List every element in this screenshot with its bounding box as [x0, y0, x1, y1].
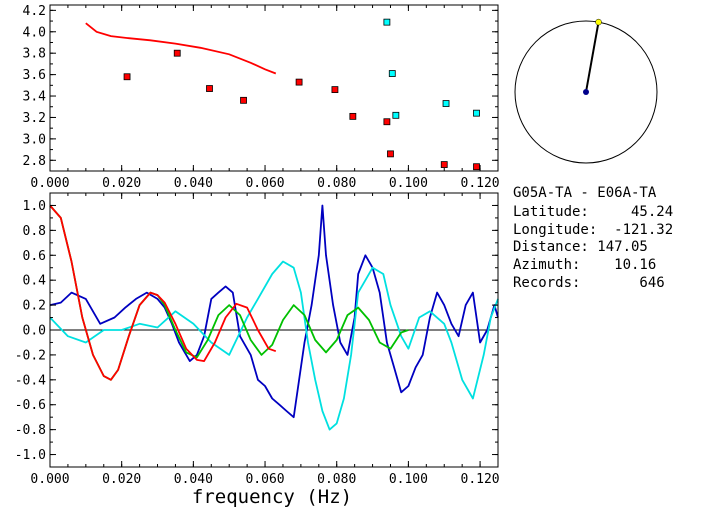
dispersion-curve	[85, 22, 277, 75]
data-point	[173, 49, 181, 57]
latitude-text: Latitude: 45.24	[513, 204, 674, 220]
y-tick-label: 0.2	[23, 299, 46, 314]
y-tick-label: 3.2	[23, 111, 46, 126]
y-tick-label: 4.2	[23, 4, 46, 19]
x-tick-label: 0.120	[461, 176, 500, 191]
series-line-1	[49, 260, 499, 431]
x-tick-label: 0.000	[30, 472, 69, 487]
azimuth-compass	[514, 18, 658, 164]
data-point	[349, 112, 357, 120]
x-tick-label: 0.100	[389, 176, 428, 191]
data-point	[206, 85, 213, 92]
series-line-0	[49, 204, 499, 419]
x-tick-label: 0.020	[102, 176, 141, 191]
x-tick-label: 0.020	[102, 472, 141, 487]
y-tick-label: -0.4	[15, 373, 46, 388]
data-point	[440, 161, 448, 168]
distance-text: Distance: 147.05	[513, 239, 648, 255]
y-tick-label: 3.6	[23, 68, 46, 83]
y-tick-label: 0.8	[23, 224, 46, 239]
compass-circle	[514, 20, 658, 164]
y-tick-label: -0.8	[15, 423, 46, 438]
data-point	[392, 111, 400, 119]
data-point	[473, 109, 480, 117]
x-tick-label: 0.080	[317, 472, 356, 487]
x-tick-label: 0.100	[389, 472, 428, 487]
data-point	[383, 18, 391, 26]
data-point	[473, 163, 480, 171]
y-tick-label: 1.0	[23, 199, 46, 214]
azimuth-text: Azimuth: 10.16	[513, 257, 657, 273]
y-tick-label: -0.2	[15, 348, 46, 363]
data-point	[442, 100, 450, 107]
y-tick-label: 0.0	[23, 324, 46, 339]
y-tick-label: -0.6	[15, 398, 46, 413]
data-point	[123, 73, 131, 81]
x-tick-label: 0.080	[317, 176, 356, 191]
records-text: Records: 646	[513, 275, 665, 291]
data-point	[240, 96, 247, 104]
data-point	[383, 118, 391, 126]
data-point	[387, 150, 394, 158]
y-tick-label: 2.8	[23, 154, 46, 169]
series-line-3	[49, 204, 277, 381]
data-point	[331, 86, 339, 94]
station-marker	[583, 89, 589, 95]
x-tick-label: 0.120	[461, 472, 500, 487]
station-pair-label: G05A-TA - E06A-TA	[513, 185, 657, 201]
data-point	[295, 78, 303, 86]
x-tick-label: 0.060	[245, 176, 284, 191]
x-tick-label: 0.000	[30, 176, 69, 191]
y-tick-label: 3.8	[23, 47, 46, 62]
longitude-text: Longitude: -121.32	[513, 222, 674, 238]
y-tick-label: 3.4	[23, 90, 47, 105]
direction-marker	[595, 18, 602, 26]
y-tick-label: 0.6	[23, 249, 46, 264]
x-tick-label: 0.040	[174, 472, 213, 487]
y-tick-label: -1.0	[15, 448, 46, 463]
x-axis-label: frequency (Hz)	[192, 486, 352, 508]
y-tick-label: 3.0	[23, 132, 46, 147]
data-point	[388, 70, 396, 77]
x-tick-label: 0.040	[174, 176, 213, 191]
x-tick-label: 0.060	[245, 472, 284, 487]
correlation-panel: 0.000 0.020 0.040 0.060 0.080 0.100 0.120 1.0 0.…	[15, 192, 500, 487]
velocity-panel: 0.000 0.020 0.040 0.060 0.080 0.100 0.120 4.2 4.…	[23, 4, 500, 191]
y-tick-label: 4.0	[23, 25, 46, 40]
plot-frame	[49, 4, 499, 172]
y-tick-label: 0.4	[23, 274, 47, 289]
azimuth-needle	[585, 21, 600, 93]
